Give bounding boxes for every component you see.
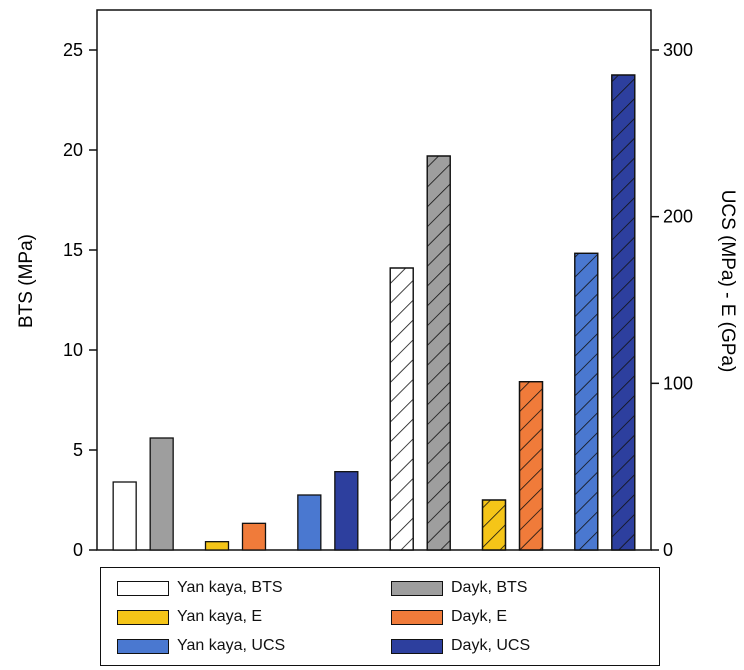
legend: Yan kaya, BTS Dayk, BTS Yan kaya, E Dayk… [100, 567, 660, 666]
legend-label: Dayk, UCS [451, 637, 531, 654]
legend-label: Dayk, E [451, 608, 508, 625]
legend-swatch [117, 580, 169, 596]
legend-item: Dayk, BTS [391, 578, 527, 598]
y-tick-label-right: 0 [663, 540, 673, 560]
bar-hatch [574, 252, 599, 551]
plot-frame [96, 9, 652, 551]
legend-label: Yan kaya, UCS [177, 637, 286, 654]
bar-hatch [426, 155, 451, 551]
bar [297, 494, 322, 551]
y-tick-label-right: 100 [663, 373, 693, 393]
legend-swatch [391, 609, 443, 625]
legend-swatch [391, 638, 443, 654]
bar-hatch [389, 267, 414, 551]
y-axis-label-left: BTS (MPa) [16, 234, 37, 328]
y-tick-label-left: 5 [73, 440, 83, 460]
plot-area: 0 5 10 15 20 25 0 100 200 300 [63, 9, 693, 560]
y-tick-label-left: 25 [63, 40, 83, 60]
bar [334, 471, 359, 551]
bar [149, 437, 174, 551]
legend-item: Yan kaya, BTS [117, 578, 283, 598]
bar-hatch [481, 499, 507, 551]
y-axis-label-right: UCS (MPa) - E (GPa) [717, 190, 738, 373]
bar [204, 541, 230, 551]
bar [112, 481, 137, 551]
y-tick-label-left: 15 [63, 240, 83, 260]
legend-item: Yan kaya, UCS [117, 636, 285, 656]
legend-label: Yan kaya, BTS [177, 579, 283, 596]
y-tick-label-right: 300 [663, 40, 693, 60]
legend-label: Yan kaya, E [177, 608, 263, 625]
bar-hatch [518, 381, 544, 551]
legend-swatch [117, 638, 169, 654]
legend-item: Dayk, UCS [391, 636, 530, 656]
legend-swatch [391, 580, 443, 596]
y-tick-label-left: 20 [63, 140, 83, 160]
legend-label: Dayk, BTS [451, 579, 528, 596]
y-tick-label-left: 10 [63, 340, 83, 360]
bar [241, 522, 267, 551]
legend-swatch [117, 609, 169, 625]
y-tick-label-left: 0 [73, 540, 83, 560]
bar-hatch [611, 74, 636, 551]
legend-item: Dayk, E [391, 607, 507, 627]
y-tick-label-right: 200 [663, 207, 693, 227]
legend-item: Yan kaya, E [117, 607, 262, 627]
